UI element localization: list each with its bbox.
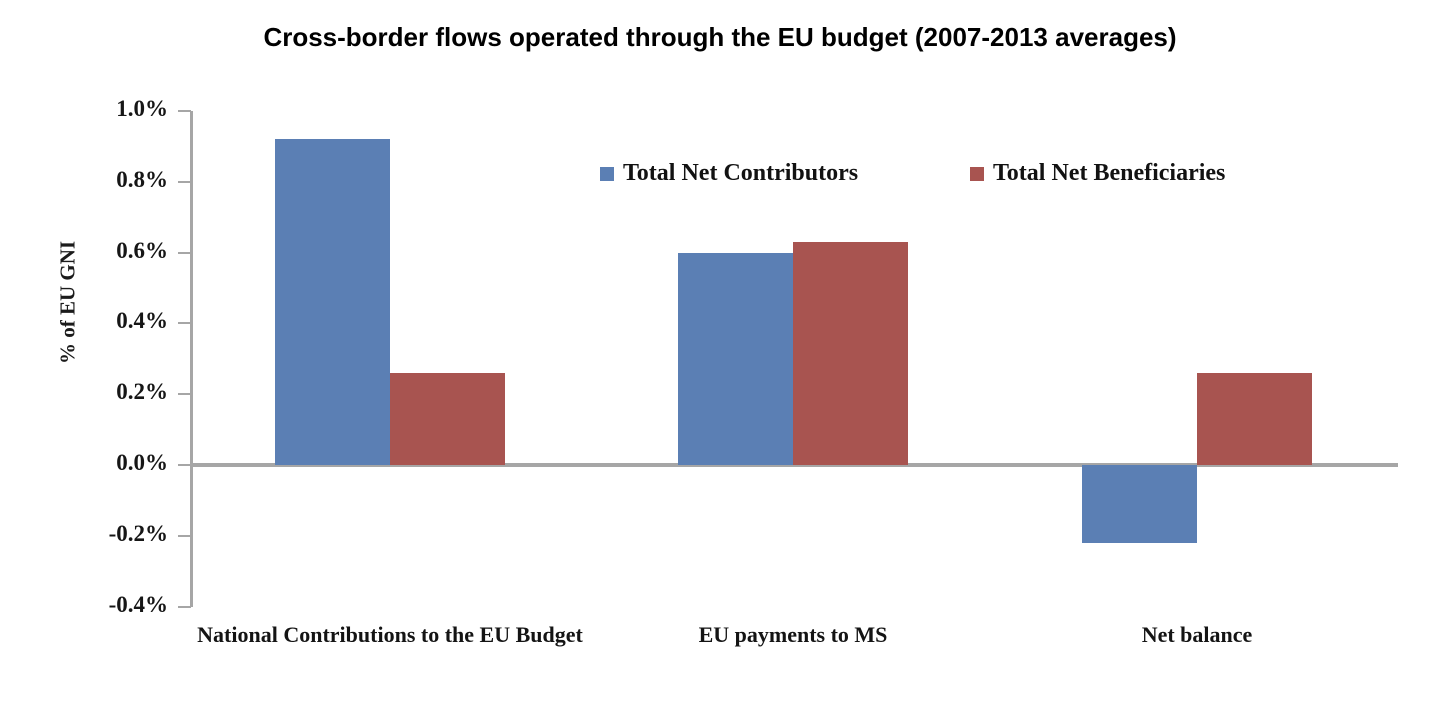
y-axis-tick-label: 0.2% bbox=[116, 379, 168, 405]
y-axis-tick-label: 0.0% bbox=[116, 450, 168, 475]
y-axis-tick bbox=[178, 180, 191, 183]
y-axis-tick bbox=[178, 464, 191, 466]
bar-0-1 bbox=[390, 372, 505, 465]
y-axis-line bbox=[190, 111, 193, 607]
y-axis-tick-label: -0.2% bbox=[108, 520, 168, 546]
x-axis-category-label: National Contributions to the EU Budget bbox=[197, 622, 583, 647]
y-axis-tick-label: 0.4% bbox=[116, 308, 168, 334]
chart-title: Cross-border flows operated through the … bbox=[263, 22, 1177, 52]
y-axis-tick bbox=[178, 251, 191, 254]
bar-1-1 bbox=[793, 241, 908, 465]
bar-2-1 bbox=[1197, 372, 1312, 465]
y-axis-tick bbox=[178, 322, 191, 325]
y-axis-tick-label: 0.6% bbox=[116, 237, 168, 263]
y-axis-tick bbox=[178, 393, 191, 396]
y-axis-tick-label: 0.8% bbox=[116, 166, 168, 192]
bar-1-0 bbox=[678, 252, 793, 465]
x-axis-category-label: EU payments to MS bbox=[698, 622, 888, 647]
y-axis-tick bbox=[178, 110, 191, 112]
legend-label: Total Net Contributors bbox=[623, 160, 859, 186]
y-axis-tick bbox=[178, 605, 191, 608]
bar-2-0 bbox=[1082, 465, 1197, 543]
legend-item-0[interactable]: Total Net Contributors bbox=[600, 160, 858, 187]
x-axis-zero-line bbox=[190, 463, 1398, 467]
legend-swatch-icon bbox=[600, 166, 614, 181]
bar-0-0 bbox=[275, 139, 390, 465]
legend-swatch-icon bbox=[970, 166, 984, 181]
y-axis-tick-label: -0.4% bbox=[108, 591, 168, 617]
y-axis-tick bbox=[178, 534, 191, 537]
legend-label: Total Net Beneficiaries bbox=[993, 160, 1226, 186]
legend-item-1[interactable]: Total Net Beneficiaries bbox=[970, 160, 1225, 187]
y-axis-tick-label: 1.0% bbox=[116, 96, 168, 121]
x-axis-category-label: Net balance bbox=[1141, 622, 1253, 647]
